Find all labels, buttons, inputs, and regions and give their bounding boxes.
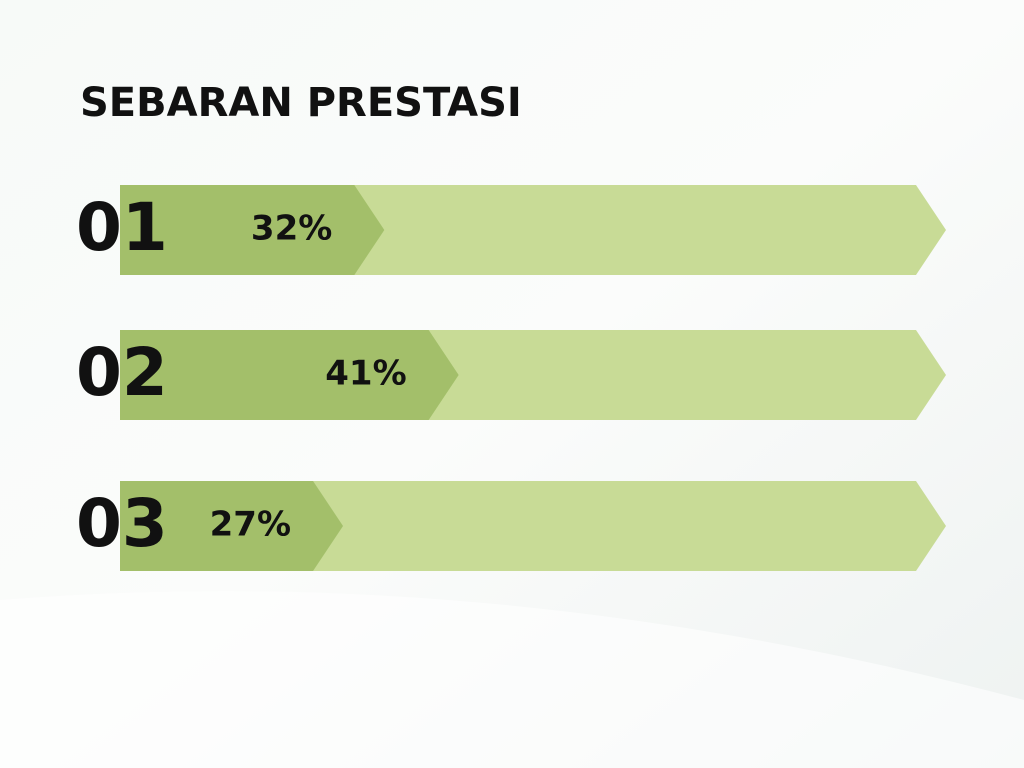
bar xyxy=(120,330,459,420)
chart-title: SEBARAN PRESTASI xyxy=(80,80,522,126)
category-label: 01 xyxy=(76,189,168,266)
background-swoosh xyxy=(0,591,1024,768)
bar xyxy=(120,185,385,275)
bar xyxy=(120,481,344,571)
category-label: 03 xyxy=(76,485,168,562)
category-label: 02 xyxy=(76,334,168,411)
value-label: 41% xyxy=(325,354,406,394)
value-label: 27% xyxy=(210,505,291,545)
value-label: 32% xyxy=(251,209,332,249)
